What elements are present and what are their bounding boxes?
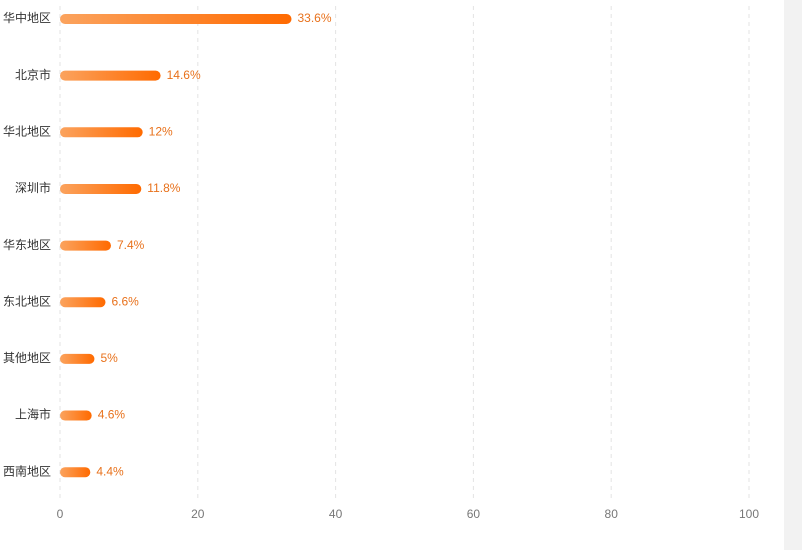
bar — [60, 353, 95, 364]
bar — [60, 183, 142, 194]
value-label: 33.6% — [298, 11, 332, 25]
value-label: 4.6% — [98, 408, 126, 422]
y-tick-label: 深圳市 — [15, 180, 51, 195]
bar — [60, 410, 92, 421]
bar — [60, 14, 292, 24]
value-label: 6.6% — [111, 294, 139, 308]
bar — [60, 467, 91, 478]
x-tick-label: 40 — [329, 507, 343, 521]
x-tick-label: 80 — [605, 507, 619, 521]
bar — [60, 297, 106, 308]
value-label: 14.6% — [167, 68, 201, 82]
side-strip — [784, 0, 802, 550]
bar — [60, 70, 161, 81]
y-tick-label: 上海市 — [15, 407, 51, 422]
value-label: 11.8% — [147, 181, 180, 195]
x-tick-label: 20 — [191, 507, 205, 521]
x-tick-label: 100 — [739, 507, 759, 521]
bar — [60, 240, 111, 251]
value-label: 5% — [100, 351, 118, 365]
y-tick-label: 其他地区 — [3, 351, 51, 365]
y-tick-label: 华东地区 — [3, 238, 51, 252]
value-label: 12% — [149, 124, 173, 138]
bar — [60, 127, 143, 138]
x-tick-label: 0 — [57, 507, 64, 521]
value-label: 4.4% — [96, 464, 124, 478]
y-tick-label: 北京市 — [15, 67, 51, 82]
value-label: 7.4% — [117, 238, 145, 252]
y-tick-label: 西南地区 — [3, 463, 51, 478]
x-tick-label: 60 — [467, 507, 481, 521]
y-tick-label: 东北地区 — [3, 294, 51, 308]
y-tick-label: 华中地区 — [3, 10, 51, 25]
y-tick-label: 华北地区 — [3, 124, 51, 138]
